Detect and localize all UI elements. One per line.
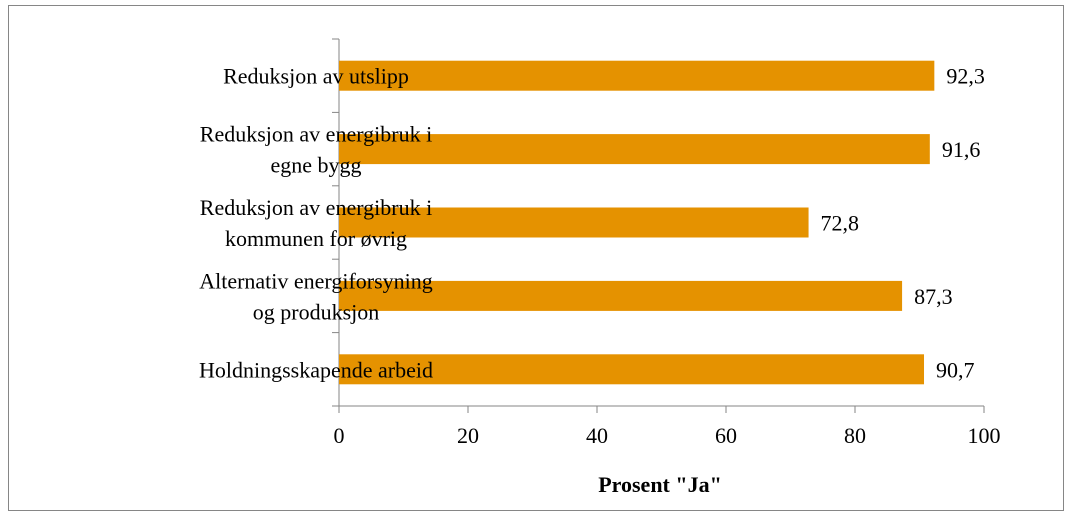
category-label: Reduksjon av energibruk i	[200, 122, 432, 147]
bar	[339, 354, 925, 385]
x-tick-label: 80	[844, 423, 866, 448]
category-labels: Reduksjon av utslipp Reduksjon av energib…	[199, 64, 433, 383]
y-axis-ticks	[332, 38, 339, 407]
category-label: og produksjon	[253, 299, 380, 324]
bar	[339, 280, 903, 311]
bar	[339, 60, 935, 91]
x-tick-label: 40	[586, 423, 608, 448]
data-label: 91,6	[942, 137, 981, 162]
x-axis-title: Prosent "Ja"	[598, 472, 722, 497]
category-label: Reduksjon av utslipp	[223, 64, 409, 89]
category-label: kommunen for øvrig	[225, 226, 407, 251]
x-tick-label: 100	[968, 423, 1001, 448]
category-label: egne bygg	[270, 153, 361, 178]
bar	[339, 134, 930, 165]
value-labels: 92,3 91,6 72,8 87,3 90,7	[821, 64, 985, 383]
bar	[339, 207, 809, 238]
bars	[339, 60, 935, 385]
category-label: Holdningsskapende arbeid	[199, 357, 433, 382]
x-axis-ticks: 0 20 40 60 80 100	[334, 406, 1001, 448]
bar-chart: 0 20 40 60 80 100 92,3 91,6 72,8 87,3 90,7 Reduks…	[199, 38, 1001, 497]
x-tick-label: 20	[457, 423, 479, 448]
category-label: Alternativ energiforsyning	[199, 268, 433, 293]
data-label: 90,7	[936, 357, 975, 382]
chart-frame: 0 20 40 60 80 100 92,3 91,6 72,8 87,3 90,7 Reduks…	[8, 5, 1064, 511]
data-label: 72,8	[821, 211, 860, 236]
data-label: 92,3	[946, 64, 985, 89]
category-label: Reduksjon av energibruk i	[200, 195, 432, 220]
x-tick-label: 60	[715, 423, 737, 448]
x-tick-label: 0	[334, 423, 345, 448]
data-label: 87,3	[914, 284, 953, 309]
